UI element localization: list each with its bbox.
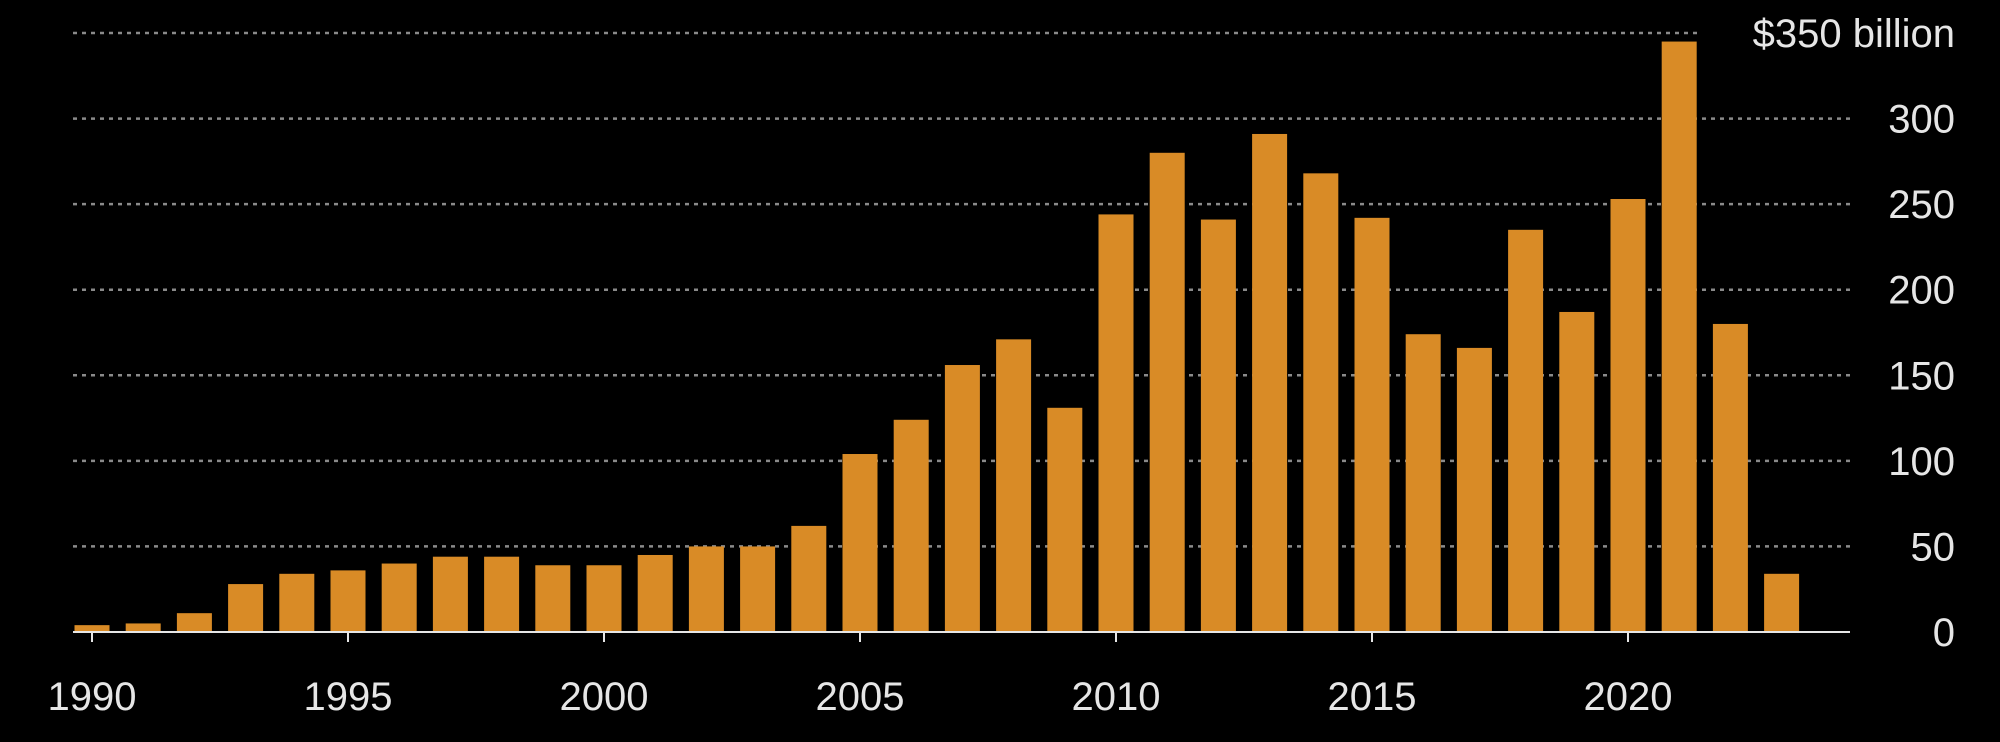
bar-1994 — [279, 573, 315, 632]
bar-2016 — [1405, 334, 1441, 632]
y-tick-label-100: 100 — [1888, 440, 1955, 484]
x-axis-labels: 1990 1995 2000 2005 2010 2015 2020 — [48, 675, 1673, 719]
bar-2008 — [996, 339, 1032, 632]
bars — [74, 41, 1800, 633]
bar-2002 — [688, 546, 724, 632]
bar-2019 — [1559, 311, 1595, 632]
bar-2005 — [842, 454, 878, 632]
bar-1998 — [484, 556, 520, 632]
x-tick-label-1995: 1995 — [304, 675, 393, 719]
bar-2018 — [1508, 229, 1544, 633]
bar-1999 — [535, 565, 571, 632]
bar-2000 — [586, 565, 622, 632]
bar-2014 — [1303, 173, 1339, 632]
y-tick-label-0: 0 — [1933, 611, 1955, 655]
bar-1995 — [330, 570, 366, 632]
x-tick-label-2020: 2020 — [1584, 675, 1673, 719]
bar-2006 — [893, 419, 929, 632]
y-tick-label-200: 200 — [1888, 269, 1955, 313]
bar-1996 — [381, 563, 417, 632]
bar-1990 — [74, 625, 110, 632]
bar-2012 — [1200, 219, 1236, 632]
bar-2013 — [1252, 133, 1288, 632]
bar-2023 — [1764, 573, 1800, 632]
gridlines — [73, 31, 1850, 548]
bar-2015 — [1354, 217, 1390, 632]
bar-1991 — [125, 623, 161, 632]
y-tick-label-350: $350 billion — [1753, 12, 1955, 56]
x-tick-label-2005: 2005 — [816, 675, 905, 719]
y-tick-label-150: 150 — [1888, 354, 1955, 398]
x-tick-label-2000: 2000 — [560, 675, 649, 719]
x-tick-label-1990: 1990 — [48, 675, 137, 719]
bar-2007 — [944, 365, 980, 632]
bar-2020 — [1610, 199, 1646, 632]
y-tick-label-50: 50 — [1911, 525, 1956, 569]
x-tick-label-2010: 2010 — [1072, 675, 1161, 719]
bar-1993 — [228, 584, 264, 632]
bar-2021 — [1661, 41, 1697, 633]
bar-2011 — [1149, 152, 1185, 633]
x-axis-ticks — [91, 632, 1629, 642]
x-tick-label-2015: 2015 — [1328, 675, 1417, 719]
y-axis-labels: 0 50 100 150 200 250 300 $350 billion — [1753, 12, 1955, 655]
bar-2009 — [1047, 407, 1083, 632]
y-tick-label-300: 300 — [1888, 98, 1955, 142]
bar-1992 — [176, 613, 212, 632]
bar-2001 — [637, 554, 673, 632]
y-tick-label-250: 250 — [1888, 183, 1955, 227]
bar-2022 — [1712, 323, 1748, 632]
bar-2017 — [1456, 347, 1492, 632]
bar-2004 — [791, 525, 827, 632]
bar-2010 — [1098, 214, 1134, 632]
bar-1997 — [432, 556, 468, 632]
bar-2003 — [740, 546, 776, 632]
